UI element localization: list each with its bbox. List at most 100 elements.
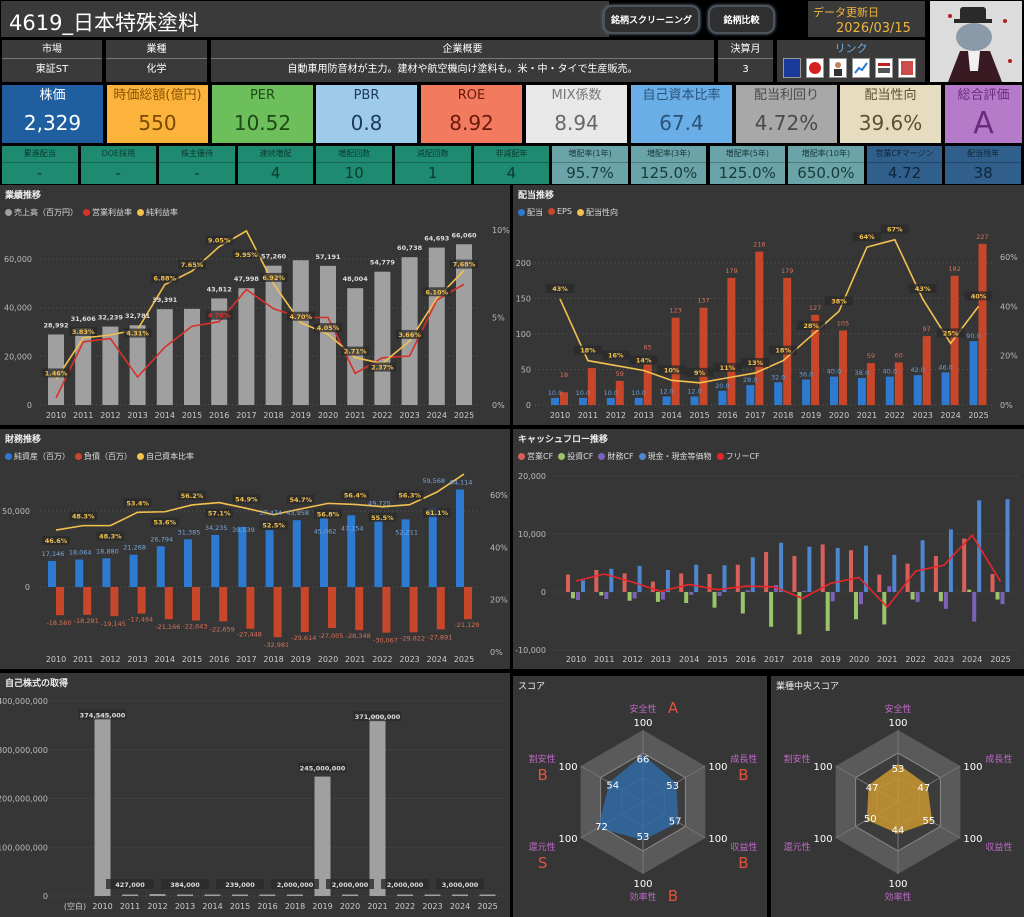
chart-link-icon[interactable]: [852, 58, 870, 78]
eps-data-label: 59: [867, 352, 875, 360]
kabutan-link-icon[interactable]: [806, 58, 824, 78]
financing-cf-bar: [943, 592, 948, 609]
data-label-group: 2,000,000: [326, 879, 374, 889]
data-label-bg: [657, 365, 686, 375]
cashflow-legend: 営業CF 投資CF 財務CF 現金・現金等価物 フリーCF: [518, 451, 760, 462]
payout-data-label: 10%: [664, 366, 680, 374]
data-label-bg: [368, 362, 397, 372]
data-label-bg: [205, 508, 234, 518]
sub-metric-card: 増配率(1年) 95.7%: [552, 146, 628, 184]
buyback-bar: [369, 715, 386, 896]
x-tick-label: 2012: [147, 902, 167, 911]
legend-item[interactable]: フリーCF: [716, 451, 760, 462]
eps-data-label: 227: [976, 233, 988, 241]
y-tick-label: -10,000: [515, 646, 546, 655]
radar-grade-label: B: [738, 766, 748, 784]
stock-screening-button[interactable]: 銘柄スクリーニング: [603, 5, 700, 34]
x-tick-label: 2018: [285, 902, 305, 911]
legend-item[interactable]: 営業利益率: [83, 207, 132, 218]
data-label-group: 43%: [546, 283, 574, 293]
sub-metric-label: DOE採用: [80, 146, 157, 163]
radar-axis-label: 割安性: [529, 753, 556, 765]
legend-item[interactable]: 財務CF: [598, 451, 634, 462]
x-tick-label: 2016: [717, 411, 737, 420]
buyback-bar: [232, 894, 248, 896]
x-tick-label: 2022: [395, 902, 415, 911]
stock-compare-button[interactable]: 銘柄比較: [708, 5, 775, 34]
net-assets-data-label: 18,880: [96, 547, 119, 555]
radar-max-label: 100: [963, 834, 982, 845]
profile-link-icon[interactable]: [829, 58, 847, 78]
data-label-group: 137: [697, 297, 709, 305]
data-label-group: -21,166: [155, 623, 180, 631]
data-label-bg: [825, 296, 853, 306]
legend-item[interactable]: 営業CF: [518, 451, 553, 462]
radar-axis-label: 効率性: [884, 891, 911, 903]
data-label-bg: [216, 879, 264, 889]
net-assets-data-label: 47,154: [341, 524, 364, 532]
data-label-group: 47,998: [234, 275, 260, 283]
legend-item[interactable]: 売上高（百万円）: [5, 207, 78, 218]
legend-item[interactable]: 投資CF: [558, 451, 593, 462]
net-assets-bar: [211, 534, 220, 587]
update-date-box: データ更新日 2026/03/15: [808, 1, 925, 37]
equity-ratio-data-label: 52.5%: [262, 522, 285, 530]
data-label-group: 12.0: [687, 387, 701, 395]
sub-metric-value: -: [194, 164, 200, 182]
yutai-link-icon[interactable]: [898, 58, 916, 78]
fiscal-month-label: 決算月: [718, 40, 773, 59]
radar-max-label: 100: [814, 834, 833, 845]
legend-item[interactable]: EPS: [548, 207, 572, 218]
finance-title: 財務推移: [5, 435, 42, 445]
margin-data-label: 9.05%: [208, 237, 231, 245]
data-label-group: 61.1%: [422, 508, 451, 518]
x-tick-label: 2021: [367, 902, 387, 911]
news-link-icon[interactable]: [875, 58, 893, 78]
cash-bar: [892, 554, 897, 592]
radar-max-label: 100: [559, 834, 578, 845]
eps-bar: [755, 251, 764, 405]
data-label-group: 38%: [825, 296, 853, 306]
irbank-link-icon[interactable]: [783, 58, 801, 78]
legend-item[interactable]: 配当: [518, 207, 543, 218]
legend-label: 自己資本比率: [146, 452, 194, 461]
radar-max-label: 100: [708, 834, 727, 845]
metric-card: ROE 8.92: [421, 85, 522, 143]
data-label-group: 46.0: [938, 363, 952, 371]
data-label-bg: [259, 520, 288, 530]
legend-item[interactable]: 配当性向: [576, 207, 618, 218]
y-tick-label: 300,000,000: [0, 746, 48, 755]
sales-bar: [184, 308, 200, 405]
legend-item[interactable]: 純利益率: [137, 207, 178, 218]
legend-item[interactable]: 負債（百万）: [75, 451, 132, 462]
data-label-group: 16%: [601, 350, 630, 360]
investing-cf-bar: [627, 592, 632, 601]
data-label-group: 427,000: [106, 879, 154, 889]
liabilities-data-label: -27,005: [318, 632, 343, 640]
x-tick-label: 2015: [182, 655, 202, 664]
radar-grade-label: S: [538, 854, 548, 872]
financing-cf-bar: [802, 590, 807, 592]
legend-item[interactable]: 純資産（百万）: [5, 451, 70, 462]
dividend-bar: [578, 397, 587, 405]
x-tick-label: 2011: [73, 411, 93, 420]
data-label-group: 13%: [741, 357, 770, 367]
data-label-bg: [908, 283, 937, 293]
legend-item[interactable]: 現金・現金等価物: [638, 451, 712, 462]
eps-bar: [866, 363, 875, 405]
payout-data-label: 25%: [943, 329, 959, 337]
eps-data-label: 216: [753, 241, 765, 249]
data-label-bg: [42, 368, 70, 378]
legend-item[interactable]: 自己資本比率: [137, 451, 194, 462]
data-label-group: 39,539: [232, 526, 255, 534]
sub-metric-label: 減配回数: [395, 146, 471, 163]
financing-cf-bar: [859, 592, 863, 605]
data-label-group: 20.0: [715, 382, 729, 390]
legend-dot-icon: [75, 453, 82, 460]
sub-metric-label: 株主優待: [159, 146, 235, 163]
data-label-bg: [395, 329, 424, 339]
data-label-group: 2.37%: [368, 362, 397, 372]
metric-value: 550: [138, 111, 177, 135]
financing-cf-bar: [604, 592, 609, 599]
buyback-bar: [204, 894, 221, 896]
